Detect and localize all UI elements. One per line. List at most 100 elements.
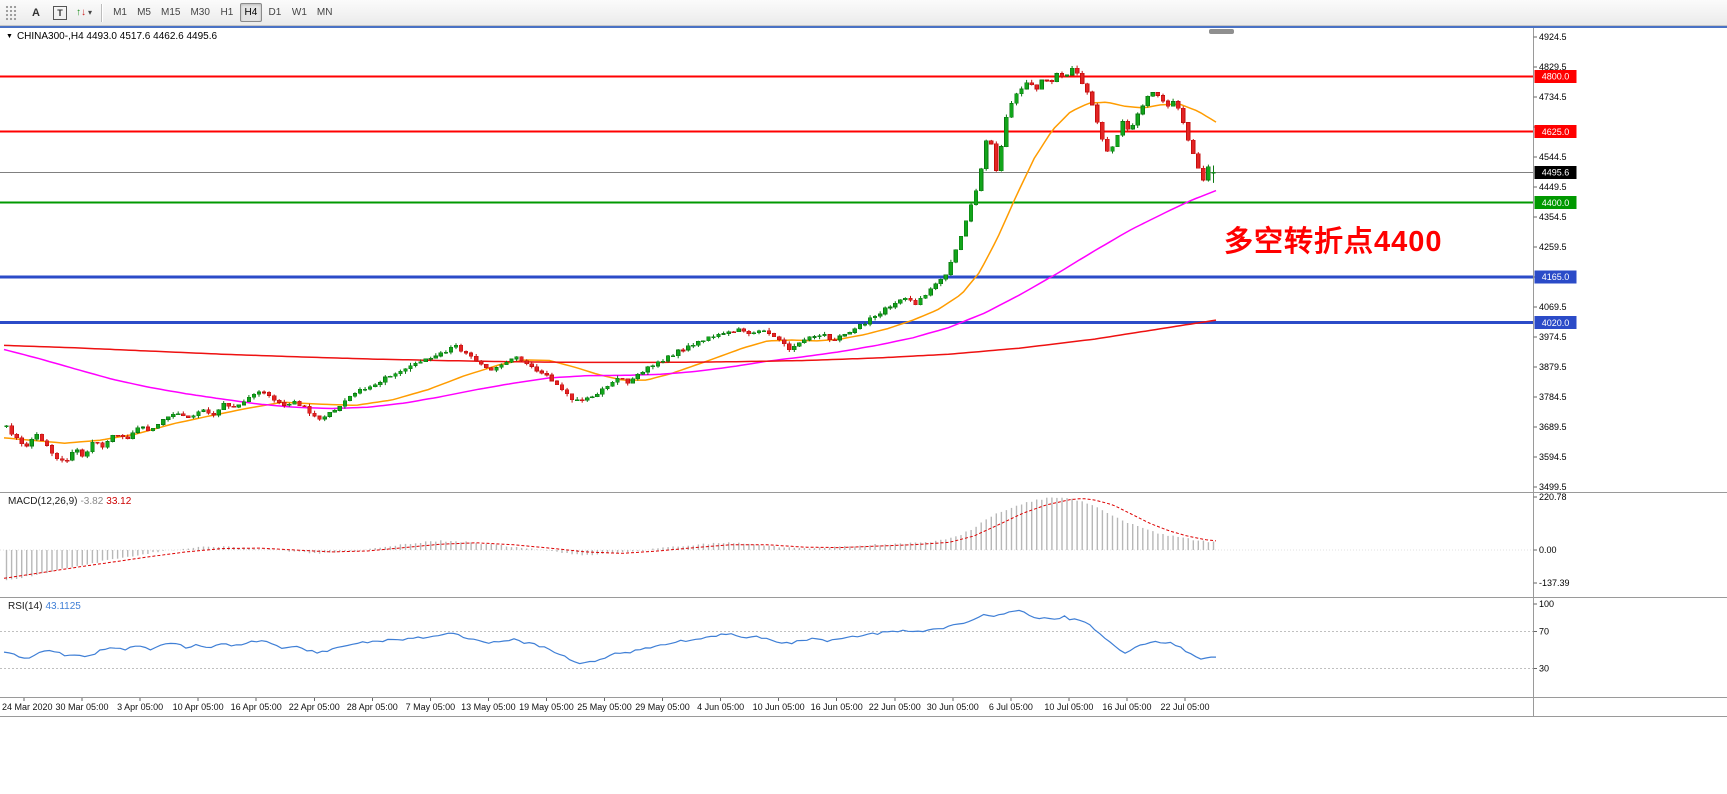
candle-body (807, 336, 812, 341)
symbol-dropdown-icon[interactable]: ▼ (6, 33, 13, 40)
candle-body (635, 373, 640, 380)
candle-body (766, 330, 772, 334)
candle-body (1009, 103, 1014, 118)
text-tool-button[interactable]: T (49, 3, 71, 23)
chart-shift-marker[interactable] (1209, 29, 1234, 34)
timeframe-button-h1[interactable]: H1 (216, 3, 238, 22)
candle-body (499, 364, 504, 368)
macd-axis-label: 220.78 (1539, 492, 1567, 502)
candle-body (569, 393, 575, 401)
candle-body (317, 415, 322, 420)
candle-body (1186, 122, 1191, 141)
candle-body (226, 403, 231, 407)
candle-body (59, 458, 65, 461)
timeframe-button-d1[interactable]: D1 (264, 3, 286, 22)
candle-body (1196, 153, 1201, 169)
candle-body (332, 410, 337, 413)
candle-body (1211, 172, 1216, 174)
candle-body (433, 355, 438, 359)
candle-body (458, 344, 464, 352)
candle-body (893, 302, 898, 308)
candle-body (610, 381, 615, 387)
candle-body (70, 451, 75, 461)
candle-body (1135, 113, 1140, 126)
candle-body (484, 364, 489, 368)
candle-body (362, 388, 368, 391)
timeframe-button-h4[interactable]: H4 (239, 3, 262, 22)
arrow-tool-button[interactable]: A (25, 3, 47, 23)
candle-body (186, 415, 191, 418)
time-axis-label: 30 Jun 05:00 (927, 702, 979, 712)
candle-body (367, 386, 373, 390)
candle-body (938, 278, 943, 285)
candle-body (251, 393, 257, 398)
price-badge-label: 4400.0 (1542, 198, 1570, 208)
candle-body (509, 358, 514, 363)
candle-body (266, 391, 272, 396)
candle-body (857, 323, 863, 330)
toolbar-grip-icon[interactable] (5, 4, 17, 21)
candle-body (746, 330, 752, 335)
timeframe-button-m5[interactable]: M5 (133, 3, 155, 22)
candle-body (691, 344, 696, 347)
time-axis-label: 22 Apr 05:00 (289, 702, 340, 712)
candle-body (1125, 121, 1130, 130)
candle-body (761, 330, 767, 333)
candle-body (973, 190, 979, 206)
price-tick-label: 4259.5 (1539, 242, 1567, 252)
toolbar-separator (101, 3, 104, 22)
candle-body (428, 357, 433, 360)
candle-body (736, 328, 741, 333)
candle-body (595, 393, 600, 398)
candle-body (731, 331, 736, 334)
candle-body (64, 459, 70, 462)
candle-body (645, 366, 651, 373)
price-tick-label: 4069.5 (1539, 302, 1567, 312)
candle-body (615, 377, 620, 383)
candle-body (468, 352, 474, 357)
timeframe-button-m15[interactable]: M15 (157, 3, 184, 22)
candle-body (655, 361, 661, 367)
candle-body (640, 371, 645, 375)
candle-body (681, 349, 686, 352)
candle-body (352, 393, 358, 397)
candle-body (1064, 74, 1070, 77)
time-axis-label: 3 Apr 05:00 (117, 702, 163, 712)
timeframe-button-mn[interactable]: MN (313, 3, 337, 22)
candle-body (373, 384, 378, 387)
candle-body (958, 235, 964, 251)
candle-body (463, 350, 469, 354)
candle-body (393, 373, 398, 377)
time-axis-label: 6 Jul 05:00 (989, 702, 1033, 712)
candle-body (676, 349, 681, 356)
candle-body (549, 374, 555, 382)
candle-body (741, 328, 746, 332)
candle-body (1069, 67, 1075, 76)
ma-line-fast-orange (3, 101, 1217, 445)
rsi-label: RSI(14) 43.1125 (8, 601, 81, 612)
candle-body (1155, 92, 1161, 96)
rsi-axis-label: 30 (1539, 663, 1549, 673)
candle-body (120, 434, 125, 437)
candle-body (378, 382, 383, 386)
candle-body (514, 356, 519, 360)
order-arrows-button[interactable]: ↑ ↓ ▾ (73, 3, 95, 23)
time-axis-label: 16 Jul 05:00 (1102, 702, 1151, 712)
timeframe-button-w1[interactable]: W1 (288, 3, 311, 22)
price-badge (1534, 125, 1577, 139)
timeframe-button-m1[interactable]: M1 (109, 3, 131, 22)
timeframe-button-m30[interactable]: M30 (186, 3, 213, 22)
candle-body (357, 388, 363, 394)
candle-body (968, 204, 974, 222)
candle-body (620, 377, 625, 380)
macd-value-main: -3.82 (80, 496, 104, 507)
candle-body (347, 395, 353, 402)
candle-body (1165, 100, 1171, 107)
candle-body (888, 306, 893, 309)
price-badge-label: 4165.0 (1542, 272, 1570, 282)
time-axis-label: 7 May 05:00 (406, 702, 456, 712)
candle-body (822, 334, 827, 336)
candle-body (660, 360, 666, 363)
candle-body (34, 434, 39, 440)
